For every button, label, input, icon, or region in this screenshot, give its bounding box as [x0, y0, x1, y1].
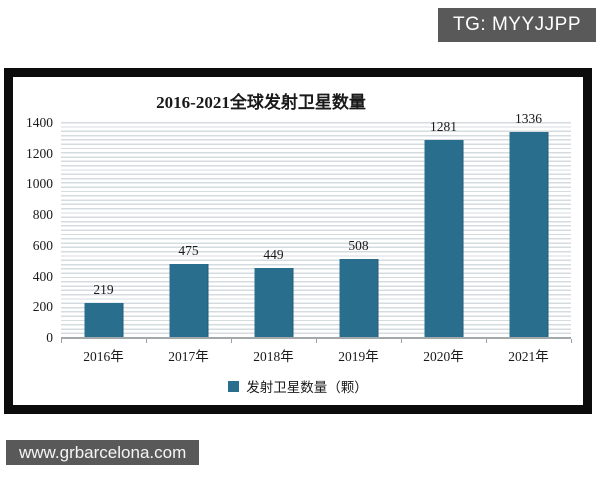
x-axis-tick	[486, 339, 487, 343]
x-tick-label-2021年: 2021年	[508, 349, 549, 364]
y-tick-label-0: 0	[46, 330, 53, 345]
x-tick-label-2019年: 2019年	[338, 349, 379, 364]
bar-slot-2016年: 219	[61, 122, 146, 337]
bar-2017年	[169, 264, 208, 337]
legend-swatch-icon	[228, 380, 240, 392]
bar-slot-2017年: 475	[146, 122, 231, 337]
x-tick-label-2017年: 2017年	[168, 349, 209, 364]
x-axis-tick	[231, 339, 232, 343]
bar-2020年	[424, 140, 463, 337]
x-tick-label-2016年: 2016年	[83, 349, 124, 364]
y-tick-label-800: 800	[32, 207, 53, 223]
x-axis-tick	[146, 339, 147, 343]
bar-2016年	[84, 303, 123, 337]
bar-value-2016年: 219	[93, 282, 114, 298]
bar-slot-2020年: 1281	[401, 119, 486, 337]
y-axis-labels: 0 200 400 600 800 1000 1200 1400	[13, 115, 53, 345]
x-axis-tick	[316, 339, 317, 343]
plot-area: 219 475 449 508 1281 1336	[61, 111, 572, 343]
x-axis-labels: 2016年 2017年 2018年 2019年 2020年 2021年	[61, 345, 571, 366]
chart-legend: 发射卫星数量（颗）	[13, 376, 583, 396]
y-tick-label-1000: 1000	[26, 176, 53, 192]
bar-slot-2019年: 508	[316, 122, 401, 337]
bar-slot-2021年: 1336	[486, 111, 571, 337]
bar-2021年	[509, 131, 548, 337]
tg-badge: TG: MYYJJPP	[438, 8, 596, 42]
y-tick-label-400: 400	[32, 268, 53, 284]
bar-slot-2018年: 449	[231, 122, 316, 337]
bar-2019年	[339, 259, 378, 337]
y-tick-label-1400: 1400	[26, 115, 53, 130]
bar-2018年	[254, 268, 293, 337]
bar-value-2020年: 1281	[430, 119, 457, 135]
bar-value-2017年: 475	[178, 243, 199, 259]
x-axis-tick	[61, 339, 62, 343]
chart-frame: 2016-2021全球发射卫星数量 0 200 400 600 800 1000 1200 1…	[4, 68, 592, 414]
y-tick-label-600: 600	[32, 237, 53, 253]
chart-title: 2016-2021全球发射卫星数量	[156, 93, 366, 112]
x-axis-tick	[571, 339, 572, 343]
x-tick-label-2018年: 2018年	[253, 349, 294, 364]
y-tick-label-200: 200	[32, 299, 53, 315]
bar-value-2018年: 449	[263, 247, 284, 263]
bar-value-2021年: 1336	[515, 110, 542, 126]
legend-label: 发射卫星数量（颗）	[246, 380, 368, 395]
chart-area: 2016-2021全球发射卫星数量 0 200 400 600 800 1000 1200 1…	[13, 77, 583, 405]
y-tick-label-1200: 1200	[26, 145, 53, 161]
x-axis-tick	[401, 339, 402, 343]
website-watermark: www.grbarcelona.com	[6, 440, 200, 465]
bar-value-2019年: 508	[348, 238, 369, 253]
x-tick-label-2020年: 2020年	[423, 349, 464, 364]
